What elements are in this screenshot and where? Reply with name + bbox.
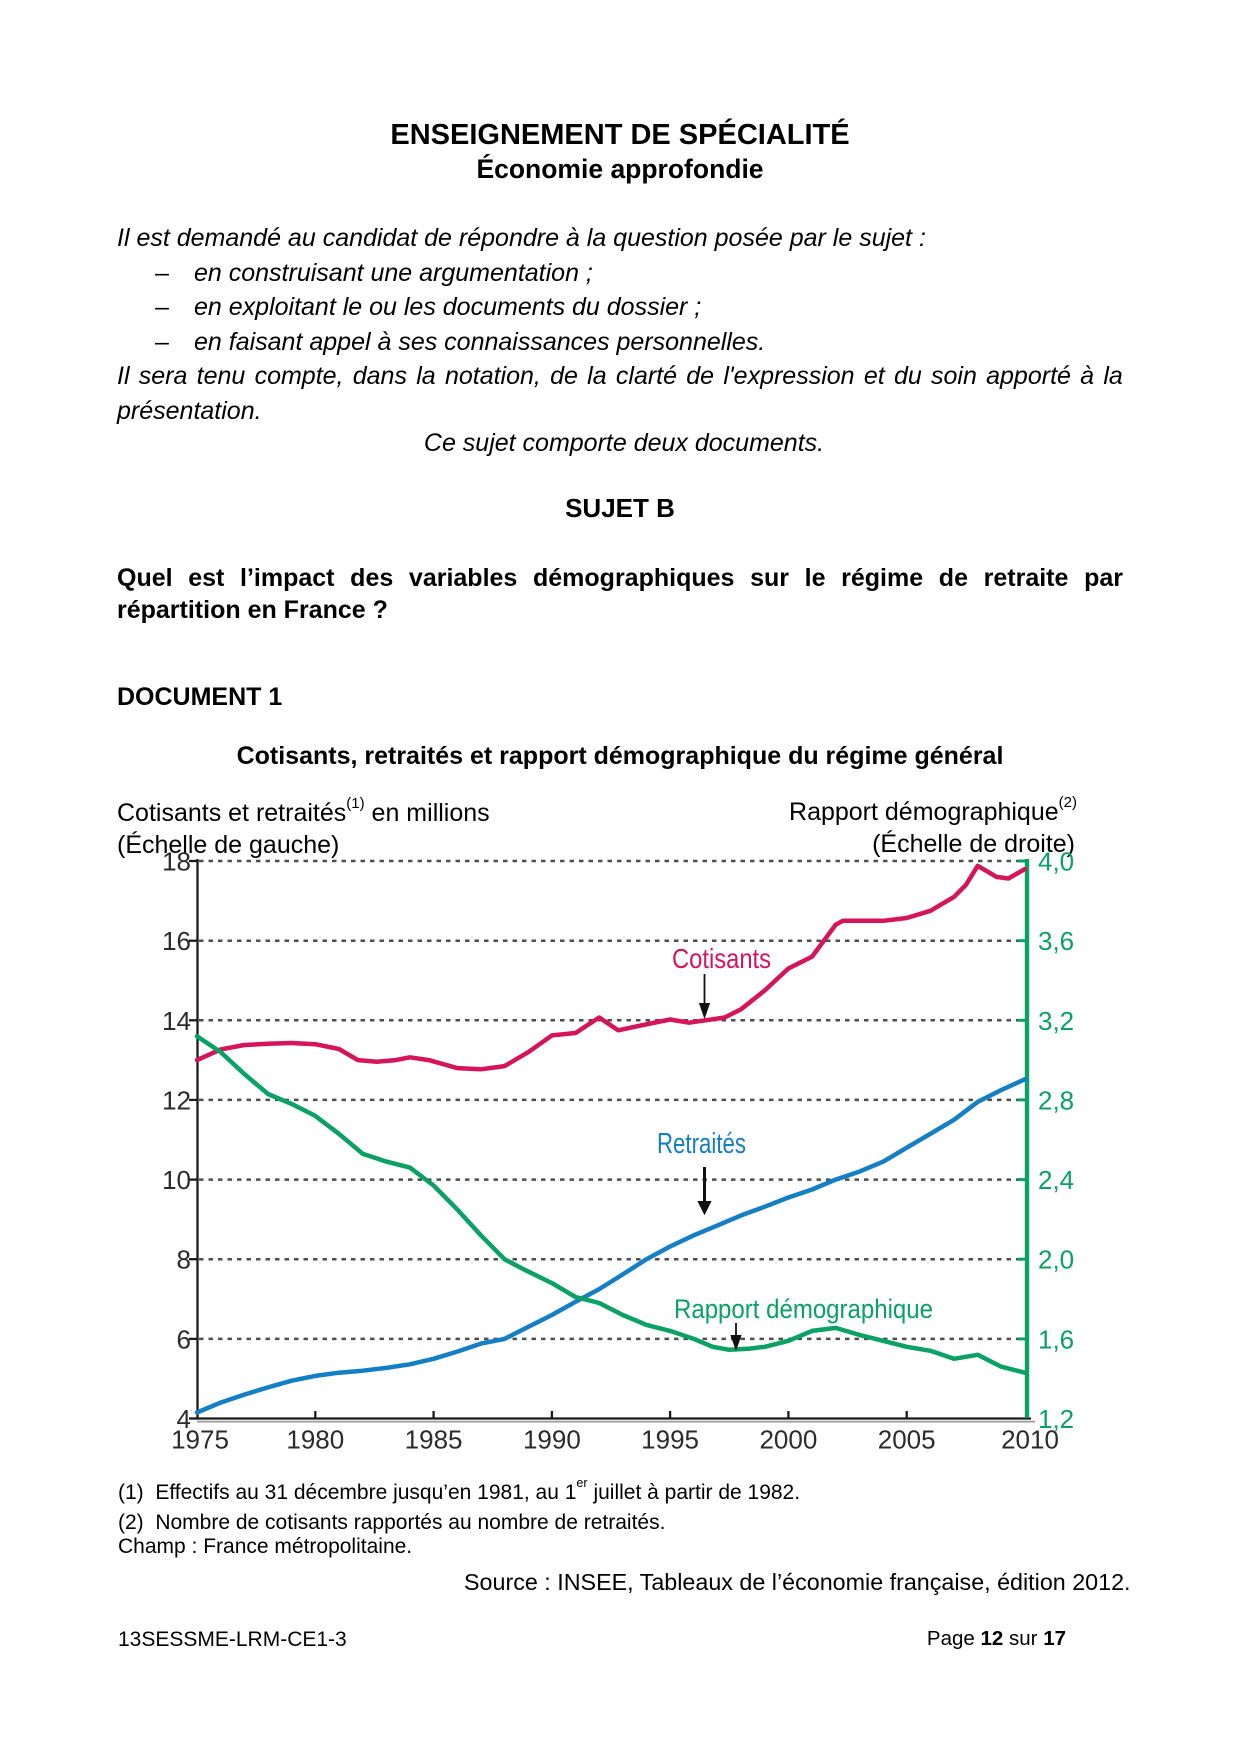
svg-text:6: 6 — [177, 1324, 191, 1354]
svg-text:2,8: 2,8 — [1038, 1085, 1074, 1115]
svg-text:2,4: 2,4 — [1038, 1165, 1074, 1195]
svg-text:18: 18 — [162, 847, 191, 877]
svg-text:1975: 1975 — [171, 1425, 229, 1455]
svg-text:1995: 1995 — [641, 1425, 699, 1455]
svg-text:1980: 1980 — [286, 1425, 344, 1455]
svg-text:2000: 2000 — [759, 1425, 817, 1455]
svg-text:1985: 1985 — [405, 1425, 463, 1455]
svg-text:3,6: 3,6 — [1038, 926, 1074, 956]
svg-text:2010: 2010 — [1001, 1425, 1059, 1455]
svg-text:Rapport démographique: Rapport démographique — [674, 1294, 933, 1324]
svg-text:Cotisants: Cotisants — [672, 943, 771, 974]
svg-text:Retraités: Retraités — [657, 1128, 746, 1160]
svg-text:8: 8 — [177, 1245, 191, 1275]
svg-text:1990: 1990 — [523, 1425, 581, 1455]
svg-text:14: 14 — [162, 1006, 191, 1036]
svg-text:4,0: 4,0 — [1038, 847, 1074, 877]
svg-text:2005: 2005 — [878, 1425, 936, 1455]
svg-text:1,6: 1,6 — [1038, 1324, 1074, 1354]
svg-text:4: 4 — [177, 1404, 191, 1434]
svg-text:16: 16 — [162, 926, 191, 956]
svg-text:1,2: 1,2 — [1038, 1404, 1074, 1434]
svg-text:10: 10 — [162, 1165, 191, 1195]
svg-text:2,0: 2,0 — [1038, 1245, 1074, 1275]
svg-text:3,2: 3,2 — [1038, 1006, 1074, 1036]
svg-text:12: 12 — [162, 1085, 191, 1115]
